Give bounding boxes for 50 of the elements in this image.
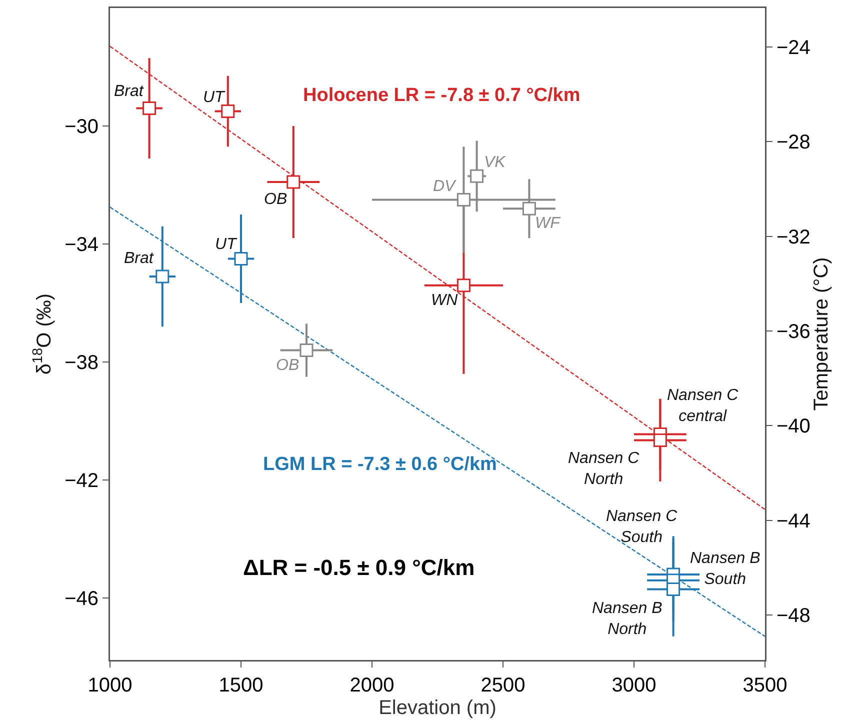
annotation: LGM LR = -7.3 ± 0.6 °C/km (263, 454, 497, 475)
y2-tick-label: −44 (776, 510, 810, 532)
point (456, 193, 470, 207)
y2-axis-title: Temperature (°C) (810, 257, 833, 411)
y-tick-label: −42 (64, 470, 98, 492)
x-tick-label: 2000 (350, 674, 394, 696)
point (221, 104, 235, 118)
annotation: WN (431, 292, 458, 309)
y2-tick-label: −40 (776, 416, 810, 438)
point (142, 102, 156, 116)
y-tick-label: −34 (64, 234, 98, 256)
point (300, 343, 314, 357)
annotation: Nansen C South (606, 508, 678, 546)
point (470, 169, 484, 183)
annotation: Holocene LR = -7.8 ± 0.7 °C/km (303, 85, 580, 106)
point (456, 278, 470, 292)
point (666, 582, 680, 596)
y2-tick-label: −24 (776, 37, 810, 60)
y2-tick-label: −32 (776, 226, 810, 248)
point (286, 175, 300, 189)
x-tick-label: 3500 (742, 674, 788, 696)
annotation: Nansen B South (690, 550, 761, 588)
annotation: Brat (114, 83, 144, 100)
annotation: ΔLR = -0.5 ± 0.9 °C/km (243, 555, 475, 580)
annotation: WF (535, 215, 562, 232)
x-tick-label: 1500 (218, 674, 264, 696)
annotation: UT (215, 236, 238, 253)
annotation: Brat (124, 250, 154, 267)
y-tick-label: −46 (64, 588, 98, 610)
annotation: VK (484, 154, 507, 171)
annotation: OB (264, 191, 288, 208)
y2-tick-label: −28 (776, 132, 810, 154)
x-axis-title: Elevation (m) (378, 696, 496, 719)
x-tick-label: 3000 (612, 674, 656, 696)
annotation: Nansen B North (592, 600, 663, 638)
point (653, 433, 667, 447)
annotation: Nansen C central (667, 387, 739, 425)
annotation: DV (433, 178, 457, 195)
y2-tick-label: −36 (776, 321, 810, 344)
y-tick-label: −38 (64, 352, 98, 374)
point (522, 202, 536, 216)
x-tick-label: 1000 (88, 674, 132, 696)
y-tick-label: −30 (64, 116, 98, 138)
annotation: UT (203, 89, 226, 106)
annotation: OB (276, 357, 300, 374)
annotation: Nansen C North (568, 450, 640, 488)
point (156, 270, 170, 284)
y2-tick-label: −48 (776, 605, 810, 628)
x-tick-label: 2500 (480, 674, 526, 696)
point (234, 252, 248, 266)
